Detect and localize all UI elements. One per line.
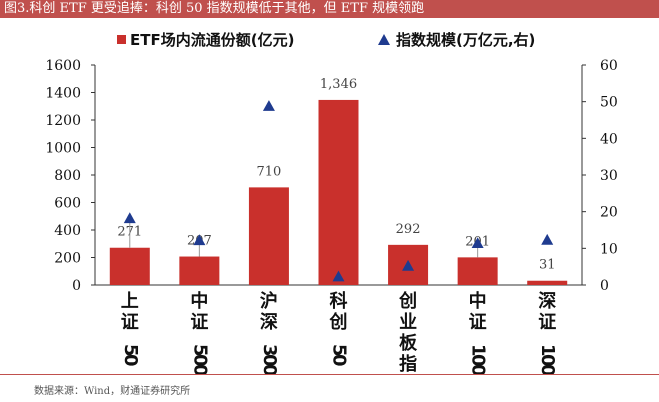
category-label-char: 创 — [329, 311, 348, 333]
y-right-tick-label: 60 — [600, 58, 618, 74]
category-label-char: 5 — [329, 344, 350, 357]
category-label: 科创 50 — [329, 290, 350, 367]
category-label-char: 1 — [468, 344, 489, 357]
category-label-char: 0 — [329, 354, 350, 367]
category-label: 上证 50 — [120, 291, 141, 367]
bar-data-label: 1,346 — [320, 77, 357, 92]
combo-chart: ETF场内流通份额(亿元) 指数规模(万亿元,右) 020040060080010… — [45, 31, 617, 374]
category-labels: 上证50中证500沪深300科创50创业板指中证1000深证100 — [120, 290, 558, 374]
category-label-char: 1 — [537, 344, 558, 357]
bar — [457, 257, 498, 285]
category-label: 中证1000 — [468, 290, 489, 374]
source-divider — [0, 374, 659, 375]
legend-label-bar: ETF场内流通份额(亿元) — [130, 31, 294, 49]
category-label-char: 业 — [399, 312, 417, 333]
bar-series: 2712077101,34629220131 — [109, 77, 568, 285]
category-label-char: 0 — [189, 354, 210, 367]
y-left-tick-label: 400 — [54, 223, 81, 239]
y-right-tick-label: 40 — [600, 131, 618, 147]
legend-label-marker: 指数规模(万亿元,右) — [396, 31, 535, 49]
category-label-char: 证 — [121, 312, 139, 333]
y-right-tick-label: 50 — [600, 95, 618, 111]
category-label-char: 3 — [259, 344, 280, 357]
category-label-char: 证 — [538, 312, 556, 333]
category-label-char: 0 — [537, 354, 558, 367]
category-label-char: 0 — [259, 354, 280, 367]
y-right-tick-label: 30 — [600, 168, 618, 184]
bar — [527, 280, 568, 285]
y-left-tick-label: 1400 — [45, 86, 81, 102]
y-left-tick-label: 1200 — [45, 113, 81, 129]
y-left-tick-label: 800 — [54, 168, 81, 184]
y-left-tick-label: 0 — [72, 278, 81, 294]
bar-data-label: 292 — [396, 222, 421, 237]
bar-data-label: 31 — [539, 258, 556, 273]
category-label-char: 中 — [469, 290, 487, 312]
source-note: 数据来源：Wind，财通证券研究所 — [34, 386, 191, 397]
y-left-tick-label: 600 — [54, 196, 81, 212]
category-label-char: 上 — [121, 291, 139, 312]
category-label-char: 5 — [189, 344, 210, 357]
axes: 0 200 400 600 800 1000 1200 1400 1600 0 10 20 30 40 50… — [45, 58, 617, 294]
triangle-marker — [262, 100, 275, 111]
y-right-tick-label: 20 — [600, 205, 618, 221]
bar — [318, 99, 359, 285]
bar — [109, 247, 150, 285]
category-label-char: 科 — [330, 290, 348, 312]
category-label-char: 0 — [468, 354, 489, 367]
marker-series — [123, 100, 554, 282]
y-left-tick-label: 200 — [54, 251, 81, 267]
bar-data-label: 710 — [257, 164, 282, 179]
category-label-char: 0 — [259, 364, 280, 374]
category-label-char: 深 — [260, 311, 278, 333]
bar — [179, 256, 220, 285]
category-label-char: 0 — [537, 364, 558, 374]
y-right-tick-label: 10 — [600, 241, 618, 257]
category-label-char: 证 — [469, 312, 487, 333]
category-label-char: 沪 — [260, 290, 278, 312]
triangle-marker — [471, 237, 484, 248]
category-label-char: 0 — [468, 364, 489, 374]
y-left-tick-label: 1000 — [45, 141, 81, 157]
figure-title: 图3.科创 ETF 更受追捧：科创 50 指数规模低于其他，但 ETF 规模领跑 — [0, 0, 659, 18]
legend-swatch-bar — [117, 35, 126, 44]
legend-swatch-triangle — [378, 34, 390, 45]
category-label-char: 指 — [399, 353, 417, 374]
bar — [248, 187, 289, 285]
y-right-tick-label: 0 — [600, 278, 609, 294]
legend: ETF场内流通份额(亿元) 指数规模(万亿元,右) — [117, 31, 535, 49]
triangle-marker — [541, 233, 554, 245]
category-label-char: 中 — [190, 290, 208, 312]
category-label-char: 0 — [120, 354, 141, 367]
triangle-marker — [332, 270, 345, 282]
category-label-char: 证 — [190, 312, 208, 333]
category-label-char: 5 — [120, 344, 141, 357]
category-label-char: 0 — [189, 364, 210, 374]
category-label-char: 深 — [538, 290, 556, 312]
triangle-marker — [193, 234, 206, 246]
category-label-char: 创 — [398, 290, 417, 312]
y-left-tick-label: 1600 — [45, 58, 81, 74]
triangle-marker — [123, 212, 136, 224]
triangle-marker — [402, 259, 415, 271]
category-label-char: 板 — [399, 332, 418, 354]
